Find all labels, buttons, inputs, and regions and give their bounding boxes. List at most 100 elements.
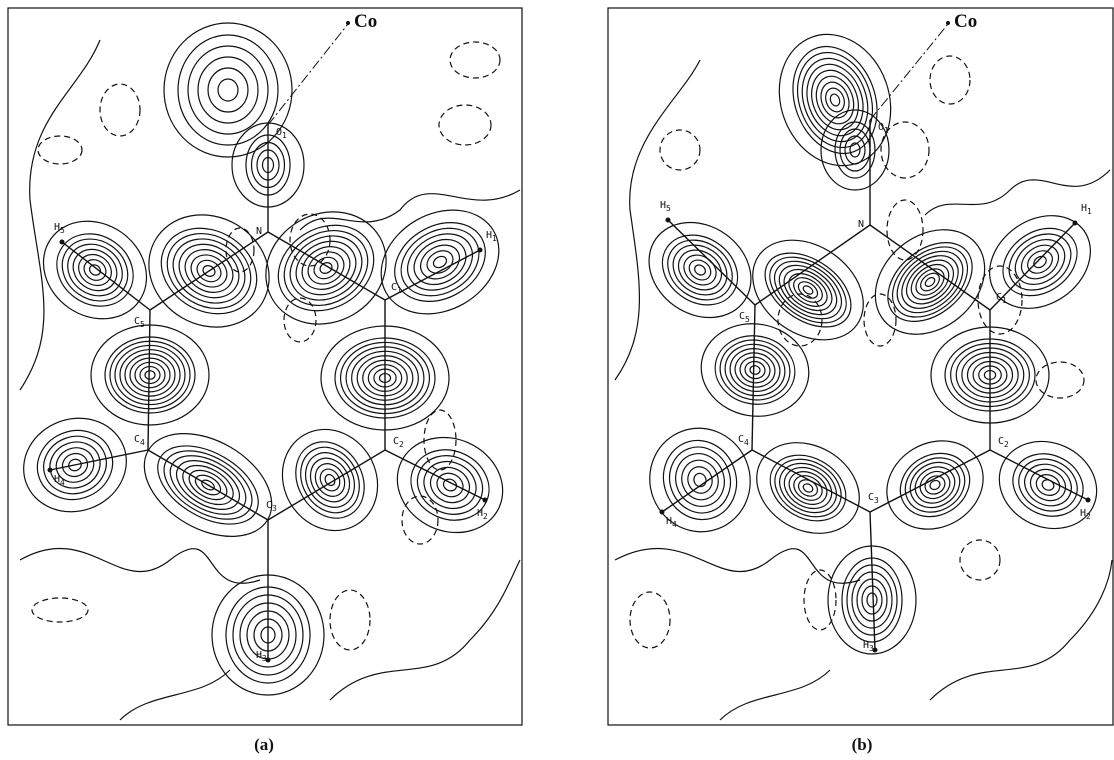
contour-line <box>68 458 82 472</box>
bond <box>869 511 876 651</box>
negative-contour <box>438 104 492 146</box>
negative-contour <box>629 591 671 649</box>
atom-symbol: O <box>878 122 884 133</box>
bond <box>869 449 991 513</box>
contour-line <box>806 63 864 137</box>
atom-label: H2 <box>477 508 488 521</box>
atom-label: C2 <box>998 436 1009 449</box>
contour-line <box>914 466 956 504</box>
atom-symbol: H <box>256 650 262 661</box>
atom-index: 1 <box>282 131 287 140</box>
contour-line <box>989 215 1091 309</box>
contour-line <box>407 233 473 291</box>
contour-line <box>886 440 984 530</box>
atom-label: C1 <box>996 292 1007 305</box>
contour-line <box>688 259 712 281</box>
negative-contour <box>977 265 1023 335</box>
contour-line <box>177 34 279 146</box>
atom-symbol: H <box>1081 203 1087 214</box>
bond <box>869 224 991 311</box>
contour-line <box>924 475 946 495</box>
contour-line <box>700 323 810 417</box>
panel-frame <box>7 7 523 726</box>
panel-frame <box>607 7 1114 726</box>
negative-contour <box>880 121 930 179</box>
contour-line <box>910 263 950 301</box>
negative-contour <box>37 135 83 165</box>
contour-line <box>827 545 917 655</box>
contour-line <box>88 264 102 276</box>
atom-label: O1 <box>878 122 889 135</box>
contour-line <box>144 370 156 380</box>
bond <box>61 241 151 311</box>
contour-line <box>1033 255 1047 269</box>
contour-line <box>924 277 936 287</box>
contour-line <box>778 33 892 167</box>
atom-symbol: C <box>391 282 397 293</box>
contour-line <box>1029 468 1067 502</box>
panel-caption: (b) <box>852 735 873 754</box>
contour-line <box>1012 453 1084 517</box>
atom-symbol: O <box>276 127 282 138</box>
contour-line <box>72 248 118 292</box>
contour-line <box>904 457 966 513</box>
atom-index: 2 <box>399 440 404 449</box>
contour-line <box>196 259 222 283</box>
atom-label: H4 <box>666 516 677 529</box>
contour-line <box>380 209 500 315</box>
contour-line <box>55 447 95 483</box>
contour-line <box>774 260 842 320</box>
atom-symbol: H <box>863 640 869 651</box>
contour-line <box>301 246 351 290</box>
atom-label: C4 <box>134 434 145 447</box>
contour-line <box>661 234 739 306</box>
contour-line <box>178 243 240 299</box>
contour-line <box>207 67 249 113</box>
contour-line <box>166 233 252 309</box>
contour-line <box>774 458 842 518</box>
contour-line <box>442 478 458 492</box>
contour-line <box>1035 474 1061 496</box>
negative-contour <box>659 129 701 171</box>
atom-index: 1 <box>1087 207 1092 216</box>
contour-line <box>694 264 706 276</box>
atom-index: 3 <box>262 654 267 663</box>
contour-line <box>769 454 847 522</box>
bond <box>147 309 151 451</box>
contour-line <box>277 224 375 312</box>
contour-line <box>172 238 246 304</box>
contour-line <box>769 256 847 324</box>
atom-dot <box>872 647 878 653</box>
contour-line <box>792 45 878 155</box>
contour-line <box>190 254 228 288</box>
atom-index: 4 <box>60 478 65 487</box>
contour-line <box>281 428 379 532</box>
contour-line <box>899 452 971 518</box>
atom-symbol: H <box>54 222 60 233</box>
atom-label: C3 <box>868 492 879 505</box>
atom-symbol: C <box>134 434 140 445</box>
atom-label: O1 <box>276 127 287 140</box>
contour-line <box>1002 227 1078 297</box>
negative-contour <box>449 41 501 79</box>
atom-dot <box>59 239 65 245</box>
contour-line <box>820 81 850 119</box>
atom-index: 2 <box>1004 440 1009 449</box>
atom-symbol: C <box>266 500 272 511</box>
contour-line <box>304 452 356 508</box>
bond <box>149 231 269 311</box>
atom-symbol: H <box>660 200 666 211</box>
contour-line <box>319 468 341 492</box>
contour-line <box>662 439 738 521</box>
atom-label: C3 <box>266 500 277 513</box>
contour-line <box>668 446 732 514</box>
contour-map <box>19 22 521 721</box>
co-direction <box>869 23 949 121</box>
atom-label: H1 <box>486 230 497 243</box>
atom-index: 2 <box>1086 512 1091 521</box>
atom-symbol: C <box>996 292 1002 303</box>
contour-line <box>163 22 293 158</box>
contour-line <box>394 222 486 302</box>
contour-line <box>129 357 171 393</box>
negative-contour <box>863 293 897 347</box>
